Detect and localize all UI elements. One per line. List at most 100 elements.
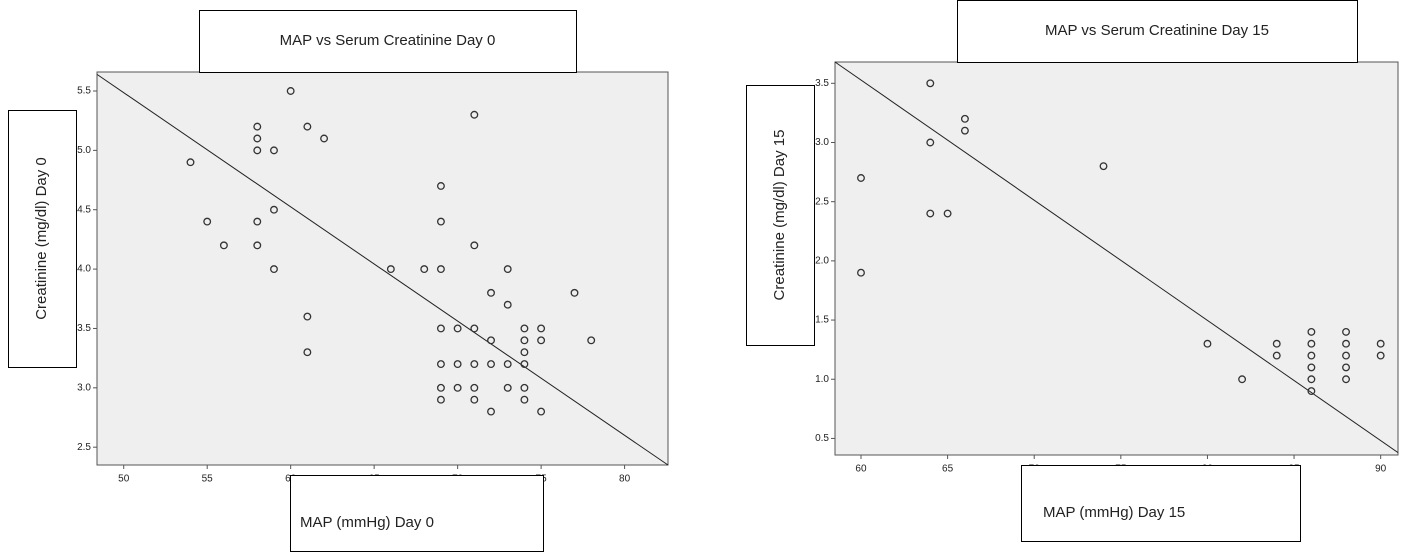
point <box>503 383 512 392</box>
point <box>1307 375 1316 384</box>
x-tick-label: 55 <box>202 474 214 485</box>
point <box>1307 351 1316 360</box>
point <box>436 324 445 333</box>
point <box>436 265 445 274</box>
y-tick-label: 5.5 <box>77 86 91 97</box>
point <box>436 182 445 190</box>
point <box>537 407 546 416</box>
point <box>270 205 278 214</box>
point <box>186 158 195 167</box>
y-tick-label: 1.5 <box>815 315 829 326</box>
point <box>537 336 546 345</box>
x-tick-label: 80 <box>619 474 631 485</box>
point <box>487 288 495 297</box>
point <box>487 360 495 369</box>
x-axis-label: MAP (mmHg) Day 15 <box>1043 504 1185 521</box>
point <box>470 110 479 119</box>
point <box>520 336 529 345</box>
point <box>453 324 462 333</box>
y-tick-label: 3.0 <box>815 137 829 148</box>
point <box>253 217 262 226</box>
y-axis-label: Creatinine (mg/dl) Day 0 <box>33 157 50 320</box>
point <box>1342 375 1350 384</box>
point <box>286 87 295 95</box>
point <box>1342 351 1350 360</box>
y-label-box <box>8 110 77 368</box>
point <box>487 336 495 345</box>
title-box <box>957 0 1358 63</box>
point <box>1307 327 1316 336</box>
point <box>960 126 969 135</box>
point <box>1307 339 1316 348</box>
title-box <box>199 10 577 73</box>
point <box>253 146 262 155</box>
fit-line <box>96 73 669 466</box>
point <box>503 360 512 369</box>
point <box>487 407 495 416</box>
point <box>303 312 312 321</box>
fit-line <box>834 61 1399 454</box>
y-tick-label: 4.0 <box>77 264 91 275</box>
y-tick-label: 3.5 <box>77 323 91 334</box>
point <box>453 360 462 369</box>
point <box>420 265 429 274</box>
point <box>926 209 935 218</box>
point <box>1307 387 1316 396</box>
point <box>253 241 262 250</box>
point <box>203 217 212 226</box>
y-label-box <box>746 85 815 346</box>
x-tick-label: 60 <box>855 464 867 475</box>
x-tick-label: 65 <box>942 464 954 475</box>
point <box>960 114 969 123</box>
y-tick-label: 3.0 <box>77 382 91 393</box>
point <box>1342 339 1350 348</box>
point <box>520 324 529 333</box>
y-tick-label: 2.0 <box>815 256 829 267</box>
x-label-box <box>290 475 544 552</box>
y-tick-label: 0.5 <box>815 433 829 444</box>
point <box>1342 363 1350 372</box>
y-axis-label: Creatinine (mg/dl) Day 15 <box>771 130 788 301</box>
y-tick-label: 5.0 <box>77 145 91 156</box>
point <box>943 209 952 218</box>
point <box>926 79 935 88</box>
point <box>520 348 529 357</box>
point <box>219 241 228 250</box>
point <box>270 146 278 155</box>
point <box>1307 363 1316 372</box>
point <box>857 174 865 182</box>
point <box>1203 339 1212 348</box>
point <box>587 336 596 345</box>
chart-title: MAP vs Serum Creatinine Day 15 <box>1045 22 1269 39</box>
point <box>436 383 445 392</box>
point <box>1238 375 1247 384</box>
point <box>303 348 312 357</box>
point <box>1272 339 1281 348</box>
y-tick-label: 4.5 <box>77 204 91 215</box>
point <box>520 360 529 369</box>
point <box>503 300 512 309</box>
point <box>436 395 445 404</box>
point <box>470 360 479 369</box>
point <box>520 395 529 404</box>
y-tick-label: 1.0 <box>815 374 829 385</box>
point <box>857 268 865 277</box>
y-tick-label: 2.5 <box>815 196 829 207</box>
point <box>926 138 935 147</box>
point <box>1272 351 1281 360</box>
point <box>537 324 546 333</box>
point <box>270 265 278 274</box>
x-tick-label: 50 <box>118 474 130 485</box>
point <box>1376 339 1385 348</box>
point <box>453 383 462 392</box>
chart-title: MAP vs Serum Creatinine Day 0 <box>280 32 496 49</box>
point <box>470 324 479 333</box>
point <box>520 383 529 392</box>
x-label-box <box>1021 465 1301 542</box>
point <box>470 241 479 250</box>
point <box>386 265 395 274</box>
point <box>303 122 312 131</box>
point <box>253 122 262 131</box>
